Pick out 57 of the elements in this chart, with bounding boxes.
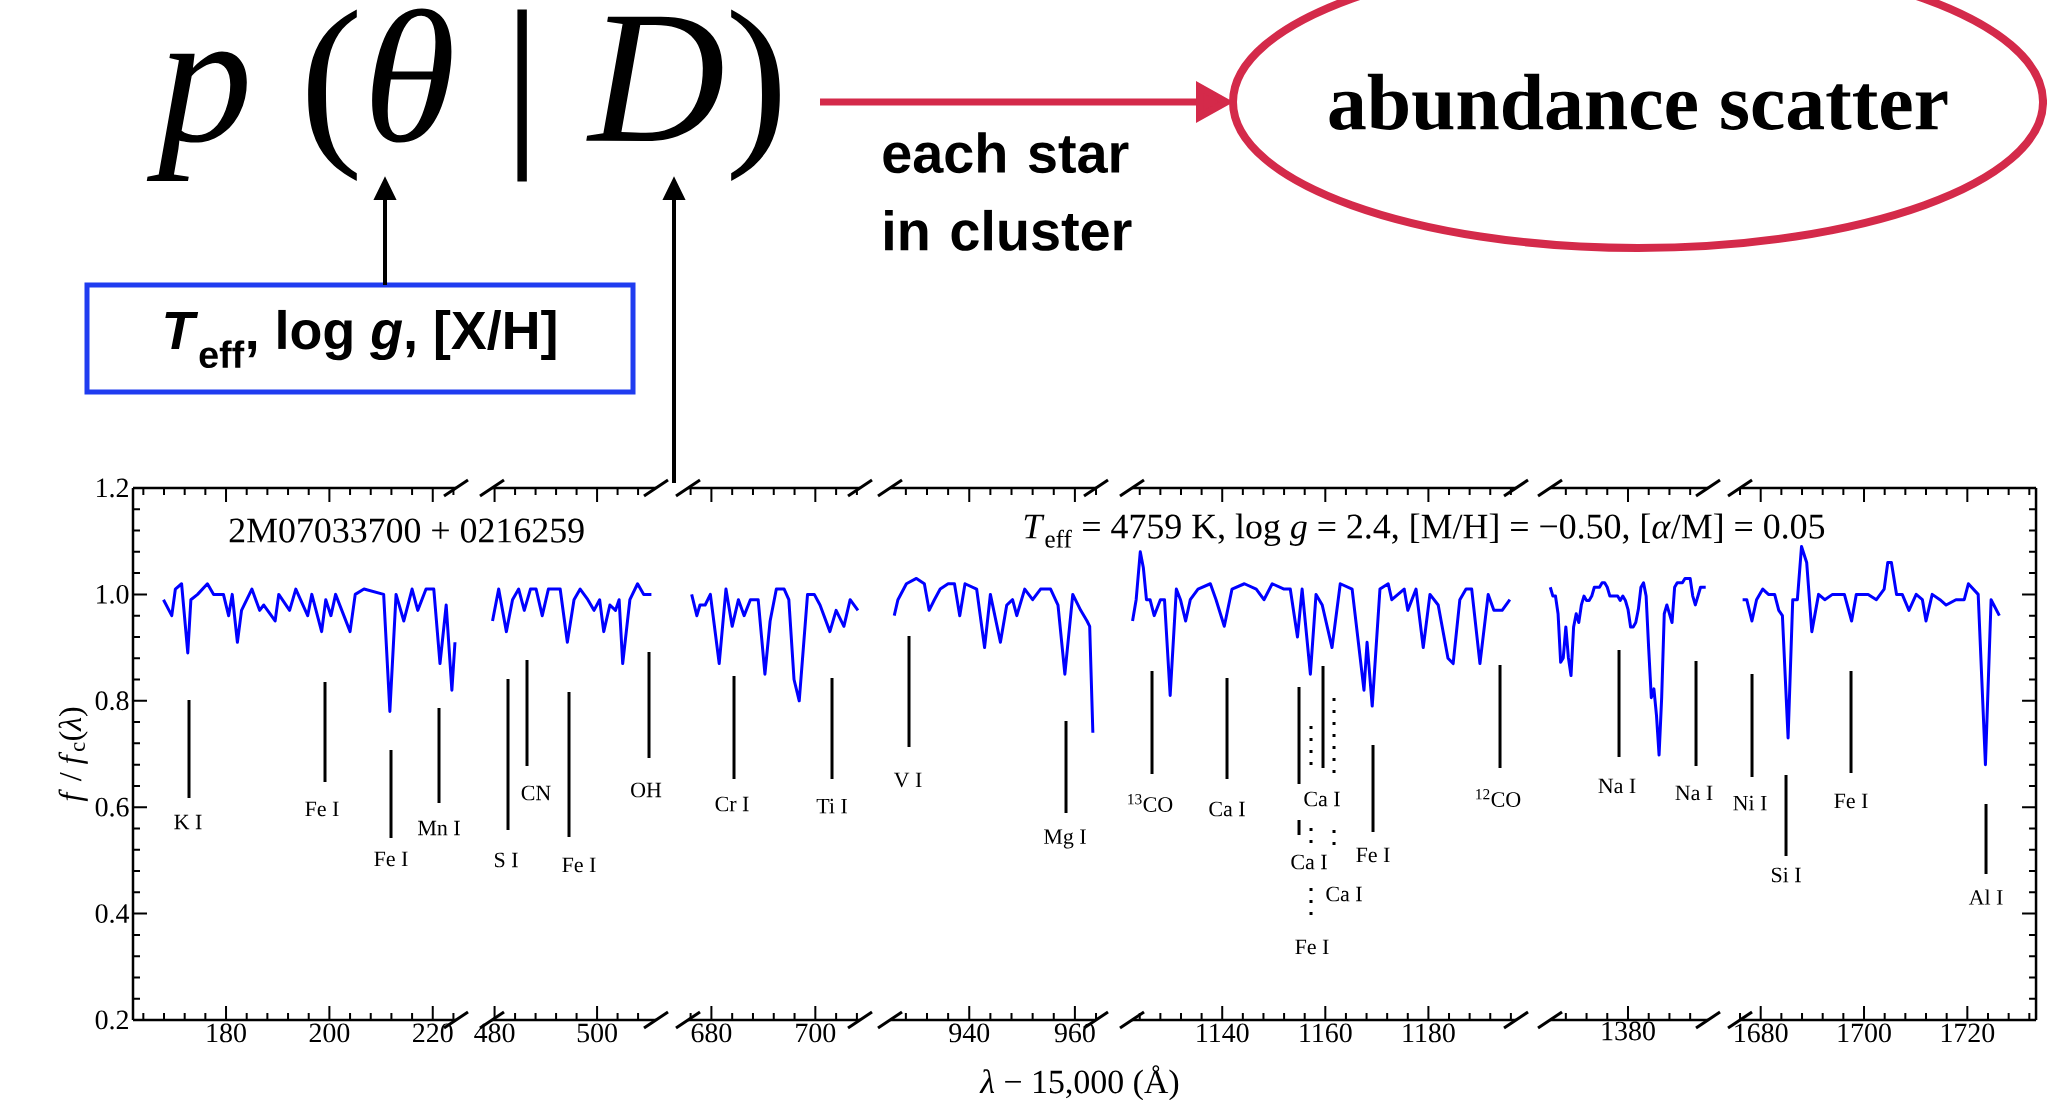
y-tick-label: 1.2	[97, 478, 128, 498]
annotation: $^{13}$CO	[1128, 794, 1173, 812]
line-series	[161, 582, 457, 713]
annotation: Fe I	[374, 851, 408, 867]
x-tick-label: 1180	[1403, 1023, 1455, 1043]
x-tick-label: 960	[1054, 1023, 1095, 1043]
annotation: Na I	[1675, 785, 1713, 801]
text: T$_{eff}$, log g, [X/H]	[165, 309, 556, 369]
annotation: Mn I	[418, 820, 460, 836]
annotation: Si I	[1771, 867, 1801, 883]
annotation: Fe I	[305, 801, 339, 817]
annotation: 2M07033700 + 0216259	[229, 518, 584, 543]
annotation: Ti I	[816, 798, 847, 814]
y-tick-label: 1.0	[97, 584, 129, 604]
annotation: Na I	[1598, 778, 1636, 794]
annotation: Ca I	[1209, 801, 1245, 817]
annotation: Ca I	[1326, 886, 1362, 902]
x-axis-title: λ − 15,000 (Å)	[979, 1065, 1179, 1100]
annotation: Fe I	[1356, 847, 1390, 863]
annotation: V I	[893, 772, 922, 788]
x-tick-label: 480	[474, 1023, 515, 1043]
x-tick-label: 1680	[1735, 1023, 1788, 1043]
x-tick-label: 1720	[1941, 1023, 1995, 1043]
y-tick-label: 0.8	[95, 691, 129, 711]
annotation: OH	[631, 782, 662, 798]
x-tick-label: 1700	[1838, 1023, 1891, 1043]
text: 1380	[1602, 1021, 1655, 1041]
x-tick-label: 680	[691, 1023, 732, 1043]
text: p (θ | D)	[146, 8, 780, 182]
text: each star in cluster	[883, 132, 1132, 251]
annotation: Fe I	[562, 857, 596, 873]
annotation: Fe I	[1834, 793, 1868, 809]
x-tick-label: 940	[949, 1023, 990, 1043]
annotation: Mg I	[1044, 829, 1086, 849]
y-tick-label: 0.4	[95, 904, 130, 924]
y-tick-label: 0.2	[95, 1010, 128, 1030]
x-tick-label: 500	[577, 1023, 617, 1043]
annotation: $^{12}$CO	[1476, 789, 1521, 807]
annotation: CN	[521, 785, 551, 801]
annotation: Ca I	[1304, 791, 1340, 807]
x-tick-label: 180	[207, 1023, 246, 1043]
y-tick-label: 0.6	[95, 797, 129, 817]
annotation: Ni I	[1733, 795, 1767, 811]
x-tick-label: 220	[413, 1023, 453, 1043]
annotation: K I	[174, 814, 202, 830]
y-axis-title: f / f$_{c}$(λ)	[58, 707, 88, 802]
x-tick-label: 700	[796, 1023, 836, 1043]
annotation: T$_{eff}$ = 4759 K, log g = 2.4, [M/H] = −0.50, [α/M] = 0.05	[1024, 513, 1825, 548]
annotation: Cr I	[715, 796, 749, 812]
x-tick-label: 200	[309, 1023, 350, 1043]
text: abundance scatter	[1329, 73, 1948, 131]
annotation: Al I	[1968, 889, 2003, 905]
x-tick-label: 1140	[1197, 1023, 1249, 1043]
annotation: Ca I	[1291, 854, 1327, 870]
x-tick-label: 1160	[1300, 1023, 1352, 1043]
annotation: Fe I	[1295, 939, 1329, 955]
annotation: S I	[494, 852, 518, 868]
